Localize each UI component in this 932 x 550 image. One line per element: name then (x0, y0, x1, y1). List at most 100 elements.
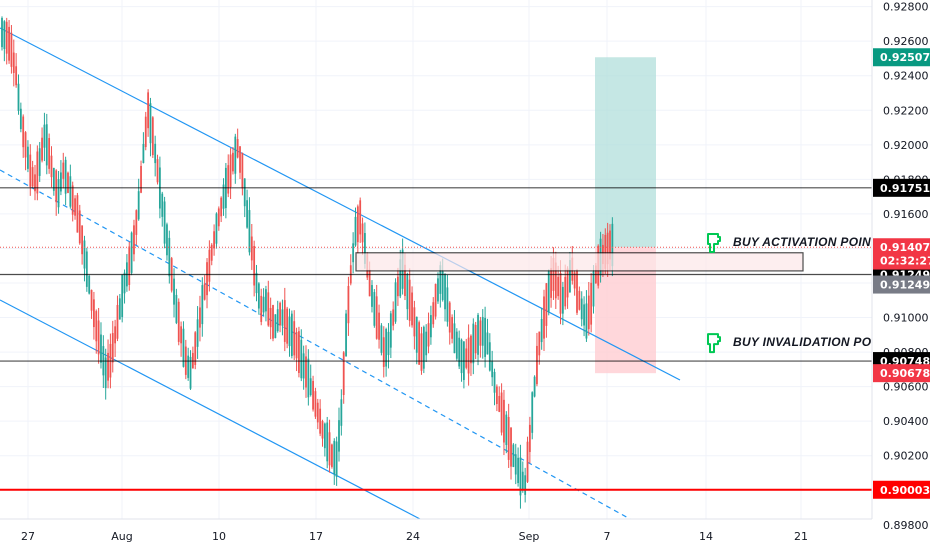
candle-body (210, 244, 213, 261)
candle-body (375, 296, 378, 339)
candle-body (536, 345, 538, 385)
candle-body (422, 326, 425, 369)
hand-pointer-down-icon (707, 333, 721, 354)
candle-body (93, 299, 95, 328)
candle-body (10, 32, 13, 67)
time-axis[interactable]: 27 Aug 10 17 24 Sep 7 14 21 (0, 518, 872, 550)
time-tick-label: 21 (794, 530, 808, 543)
price-tick-label: 0.92800 (883, 1, 929, 14)
price-tick-label: 0.92000 (883, 139, 929, 152)
candle-body (524, 475, 527, 495)
candle-body (451, 317, 454, 339)
price-tick-label: 0.92600 (883, 35, 929, 48)
candle-body (397, 276, 399, 297)
candle-body (229, 154, 232, 188)
candle-body (283, 300, 286, 342)
candle-body (62, 162, 65, 179)
candle-body (441, 271, 444, 300)
candle-body (323, 423, 326, 449)
candle-body (116, 304, 119, 339)
stop-tag-label: 0.90678 (880, 367, 930, 380)
candle-body (307, 358, 310, 398)
candle-body (156, 159, 159, 183)
candle-body (81, 225, 84, 255)
candle-body (274, 314, 277, 339)
candle-body (38, 148, 41, 176)
candle-body (319, 408, 322, 434)
candle-body (300, 339, 303, 379)
candle-body (585, 303, 588, 339)
candle-body (24, 132, 27, 158)
candle-body (260, 295, 263, 322)
candle-body (543, 296, 545, 339)
hand-pointer-down-icon (707, 233, 721, 253)
candle-body (71, 185, 74, 215)
candle-body (279, 302, 281, 326)
candle-body (488, 342, 491, 371)
candle-body (446, 287, 449, 322)
price-axis[interactable]: 0.928000.926000.924000.922000.920000.918… (871, 0, 932, 550)
candle-body (566, 268, 569, 298)
candle-body (587, 295, 590, 330)
candle-body (538, 331, 541, 356)
candle-body (448, 302, 451, 333)
candle-body (392, 309, 395, 326)
candle-body (189, 356, 192, 389)
candle-body (168, 237, 171, 277)
price-tick-label: 0.92200 (883, 104, 929, 117)
candle-body (477, 314, 479, 355)
candle-body (52, 167, 55, 191)
candle-body (333, 440, 336, 475)
candle-body (133, 225, 135, 255)
candle-body (45, 124, 48, 166)
candle-body (559, 273, 562, 314)
channel-mid-line (0, 169, 631, 520)
price-tick-label: 0.89800 (883, 519, 929, 532)
candle-body (175, 294, 178, 323)
candle-body (83, 240, 86, 269)
candle-body (434, 283, 437, 317)
time-tick-label: 14 (699, 530, 713, 543)
candle-body (406, 274, 409, 310)
candle-body (592, 271, 595, 307)
candle-body (3, 21, 6, 50)
candle-body (486, 332, 489, 355)
candle-body (85, 251, 88, 287)
candle-body (583, 304, 585, 326)
candle-body (505, 414, 508, 446)
resistance-tag (873, 178, 930, 197)
candle-body (74, 198, 76, 216)
candle-body (354, 216, 357, 246)
candle-body (293, 321, 296, 356)
candle-body (425, 331, 428, 356)
candle-body (364, 233, 366, 264)
candle-body (340, 399, 343, 426)
candle-body (8, 26, 10, 61)
candle-body (111, 333, 114, 363)
time-tick-label: 27 (21, 530, 35, 543)
candle-body (382, 337, 385, 367)
candle-body (554, 262, 557, 299)
channel-lower-line (0, 299, 421, 520)
candle-body (389, 313, 392, 348)
candle-body (114, 326, 117, 344)
candle-body (458, 337, 461, 367)
candle-body (385, 329, 388, 367)
candle-body (328, 432, 331, 466)
candle-body (576, 270, 578, 313)
candle-body (521, 471, 524, 490)
candle-body (411, 292, 413, 326)
candle-body (194, 332, 197, 365)
candle-body (429, 315, 432, 338)
candle-body (78, 210, 81, 244)
candle-body (217, 208, 220, 227)
candle-body (326, 422, 329, 462)
candle-body (69, 176, 72, 207)
candle-body (142, 143, 145, 163)
candle-body (557, 276, 560, 297)
candle-body (27, 146, 29, 169)
candle-body (41, 137, 43, 161)
candle-body (528, 424, 531, 453)
candle-body (514, 454, 517, 475)
